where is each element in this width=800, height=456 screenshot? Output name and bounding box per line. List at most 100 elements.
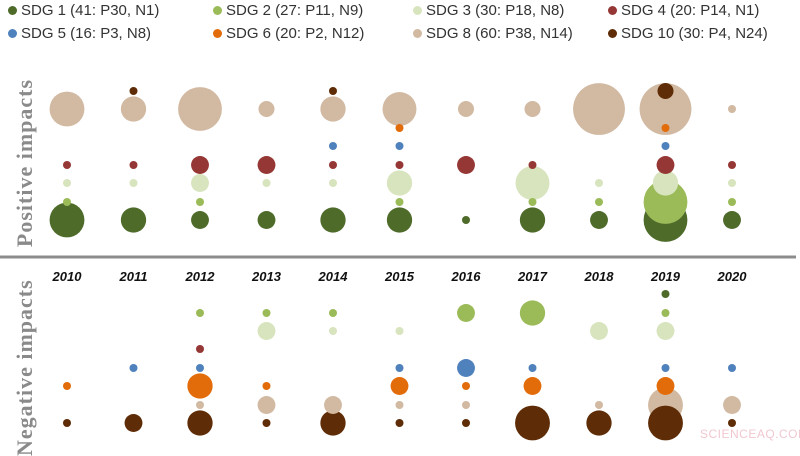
positive-bubble [457,156,475,174]
year-tick-label: 2011 [119,269,148,284]
negative-bubble [395,364,404,372]
positive-bubble [519,207,546,233]
legend-item: SDG 6 (20: P2, N12) [213,25,364,42]
negative-bubble [320,410,346,436]
negative-bubble [196,345,204,353]
legend-label: SDG 5 (16: P3, N8) [21,25,152,42]
positive-bubble [120,96,147,122]
positive-bubble [129,179,138,187]
legend-marker [8,6,17,15]
legend-label: SDG 6 (20: P2, N12) [226,25,365,42]
year-tick-label: 2017 [517,269,548,284]
negative-bubble [124,414,143,432]
legend-label: SDG 8 (60: P38, N14) [426,25,573,42]
negative-bubble [395,327,404,335]
legend-label: SDG 4 (20: P14, N1) [621,2,760,19]
negative-bubble [324,396,342,414]
year-tick-label: 2014 [318,269,349,284]
positive-bubble [528,161,537,169]
positive-bubble [329,179,337,187]
negative-bubble [196,309,204,317]
positive-bubble [178,87,222,131]
positive-bubble [728,198,736,206]
year-tick-label: 2015 [384,269,415,284]
legend-label: SDG 10 (30: P4, N24) [621,25,768,42]
legend-marker [608,6,617,15]
positive-bubble [723,211,741,229]
positive-bubble [395,124,404,132]
legend-item: SDG 8 (60: P38, N14) [413,25,573,42]
positive-bubble [63,161,71,169]
negative-bubble [523,377,542,395]
positive-bubble [515,166,550,200]
positive-bubble [49,91,85,127]
negative-bubble [586,410,612,436]
positive-bubble [191,211,209,229]
negative-bubble [728,364,736,372]
positive-bubble [329,161,337,169]
positive-bubble [652,170,679,196]
positive-bubble [462,216,470,224]
positive-bubble [63,179,71,187]
positive-bubble [129,87,138,95]
year-tick-label: 2012 [185,269,216,284]
positive-bubble [63,198,71,206]
negative-bubble [63,419,71,427]
negative-bubble [661,290,670,298]
positive-bubble [595,179,603,187]
negative-bubble [462,382,470,390]
negative-bubble [390,377,409,395]
year-tick-label: 2018 [584,269,615,284]
positive-bubble [196,198,204,206]
legend-marker [213,6,222,15]
positive-bubble [656,156,675,174]
year-tick-label: 2019 [650,269,681,284]
legend-label: SDG 3 (30: P18, N8) [426,2,565,19]
negative-bubble [661,364,670,372]
legend-marker [213,29,222,38]
negative-bubble [723,396,741,414]
positive-bubble [329,142,337,150]
negative-bubble [262,382,271,390]
positive-bubble [320,96,346,122]
positive-bubble [395,161,404,169]
positive-bubble [329,87,337,95]
negative-bubble [262,419,271,427]
negative-bubble [257,322,276,340]
legend-item: SDG 10 (30: P4, N24) [608,25,768,42]
positive-bubble [262,179,271,187]
negative-bubble [129,364,138,372]
positive-bubble [595,198,603,206]
negative-bubble [728,419,736,427]
negative-bubble [257,396,276,414]
positive-bubble [643,180,688,224]
positive-bubble [661,142,670,150]
positive-bubble [49,202,85,238]
positive-bubble [386,207,413,233]
positive-bubble [524,101,541,117]
negative-bubble [262,309,271,317]
positive-bubble [129,161,138,169]
positive-bubble [395,142,404,150]
legend-item: SDG 5 (16: P3, N8) [8,25,151,42]
negative-bubble [196,401,204,409]
legend-marker [608,29,617,38]
positive-bubble [573,83,625,135]
legend-item: SDG 1 (41: P30, N1) [8,2,159,19]
positive-bubble [258,101,275,117]
negative-bubble [656,322,675,340]
bubble-chart: 2010 2011 2012 2013 2014 2015 2016 2017 2018 2019… [0,83,796,441]
legend-item: SDG 2 (27: P11, N9) [213,2,363,19]
negative-bubble [457,359,475,377]
legend-item: SDG 4 (20: P14, N1) [608,2,759,19]
negative-bubble [595,401,603,409]
positive-bubble [320,207,346,233]
negative-bubble [528,364,537,372]
negative-impacts-label: Negative impacts [12,279,37,456]
negative-bubble [329,327,337,335]
negative-bubble [656,377,675,395]
positive-bubble [257,156,276,174]
negative-bubble [187,410,213,436]
year-tick-label: 2010 [52,269,83,284]
negative-bubble [462,401,470,409]
